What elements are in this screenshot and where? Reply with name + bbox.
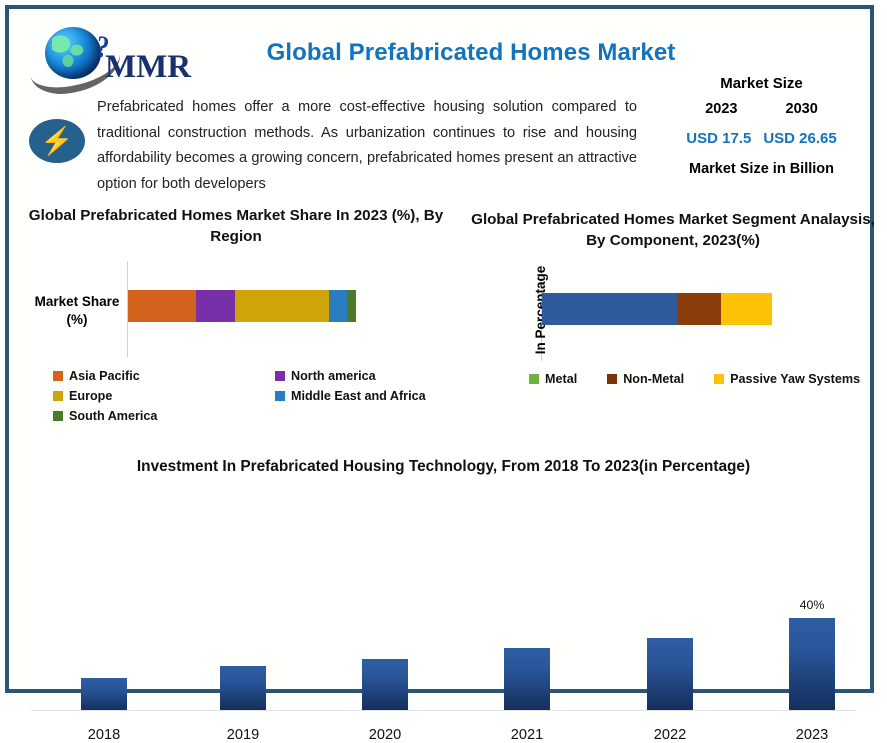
investment-bar-2018	[81, 678, 127, 710]
infographic-frame: ? MMR Global Prefabricated Homes Market …	[5, 5, 875, 743]
legend-swatch-europe	[53, 391, 63, 401]
investment-trend-plot: 2018 2019 2020 2021 2022 40% 2023	[9, 515, 878, 743]
legend-item-passive-yaw-systems: Passive Yaw Systems	[714, 372, 860, 386]
investment-bar-2022	[647, 638, 693, 710]
region-axis-line	[127, 261, 128, 357]
legend-label-non-metal: Non-Metal	[623, 372, 685, 386]
legend-label-passive-yaw-systems: Passive Yaw Systems	[730, 372, 861, 386]
legend-item-metal: Metal	[529, 372, 577, 386]
legend-label-asia-pacific: Asia Pacific	[69, 369, 140, 383]
market-size-value-2: USD 26.65	[763, 130, 837, 147]
region-share-plot: Market Share (%)	[21, 261, 451, 357]
market-size-year-2: 2030	[785, 101, 818, 117]
bar-segment-europe	[235, 290, 329, 322]
market-size-years: 2023 2030	[654, 101, 869, 117]
region-stacked-bar	[128, 290, 356, 322]
component-segment-title: Global Prefabricated Homes Market Segmen…	[471, 211, 875, 249]
component-segment-chart: Global Prefabricated Homes Market Segmen…	[461, 209, 885, 361]
bolt-ellipse	[29, 119, 85, 163]
legend-label-north-america: North america	[291, 369, 376, 383]
lightning-bolt-icon: ⚡	[29, 119, 85, 163]
legend-swatch-asia-pacific	[53, 371, 63, 381]
bar-segment-metal	[542, 293, 678, 325]
region-share-chart: Global Prefabricated Homes Market Share …	[21, 205, 451, 357]
market-size-title: Market Size	[720, 75, 803, 92]
x-axis-label-2018: 2018	[87, 727, 121, 743]
legend-swatch-north-america	[275, 371, 285, 381]
x-axis-label-2021: 2021	[510, 727, 544, 743]
bar-segment-north-america	[196, 290, 236, 322]
investment-bar-2021	[504, 648, 550, 710]
legend-swatch-metal	[529, 374, 539, 384]
region-share-title: Global Prefabricated Homes Market Share …	[28, 207, 444, 245]
mmr-logo: ? MMR	[27, 23, 202, 99]
legend-swatch-passive-yaw-systems	[714, 374, 725, 384]
logo-text: MMR	[105, 49, 192, 85]
investment-bar-2023	[789, 618, 835, 710]
investment-bar-2019	[220, 666, 266, 710]
legend-label-middle-east-africa: Middle East and Africa	[291, 389, 426, 403]
component-stacked-bar	[542, 293, 772, 325]
legend-label-europe: Europe	[69, 389, 113, 403]
bar-segment-south-america	[346, 290, 356, 322]
legend-label-south-america: South America	[69, 409, 158, 423]
investment-trend-chart: Investment In Prefabricated Housing Tech…	[9, 455, 878, 743]
legend-item-north-america: North america	[275, 369, 376, 383]
legend-item-europe: Europe	[53, 389, 275, 403]
bolt-glyph: ⚡	[40, 125, 74, 156]
legend-item-south-america: South America	[53, 409, 275, 423]
region-legend: Asia Pacific North america Europe Middle…	[53, 369, 453, 429]
investment-bar-value-2023: 40%	[799, 598, 825, 612]
x-axis-label-2020: 2020	[368, 727, 402, 743]
market-size-year-1: 2023	[705, 101, 738, 117]
bar-segment-asia-pacific	[128, 290, 197, 322]
investment-baseline	[31, 710, 856, 711]
market-size-values: USD 17.5 USD 26.65	[654, 130, 869, 147]
intro-paragraph: Prefabricated homes offer a more cost-ef…	[97, 99, 637, 192]
market-size-block: Market Size 2023 2030 USD 17.5 USD 26.65…	[654, 75, 869, 177]
legend-swatch-south-america	[53, 411, 63, 421]
component-legend: Metal Non-Metal Passive Yaw Systems	[529, 372, 860, 386]
investment-bar-2020	[362, 659, 408, 710]
x-axis-label-2023: 2023	[795, 727, 829, 743]
legend-swatch-middle-east-africa	[275, 391, 285, 401]
legend-item-non-metal: Non-Metal	[607, 372, 684, 386]
globe-icon	[45, 27, 101, 79]
legend-label-metal: Metal	[545, 372, 578, 386]
market-size-value-1: USD 17.5	[686, 130, 752, 147]
bar-segment-non-metal	[677, 293, 722, 325]
legend-item-asia-pacific: Asia Pacific	[53, 369, 275, 383]
component-segment-plot: In Percentage	[461, 265, 885, 361]
x-axis-label-2019: 2019	[226, 727, 260, 743]
investment-trend-title: Investment In Prefabricated Housing Tech…	[136, 458, 751, 475]
component-axis-line	[541, 265, 542, 361]
legend-swatch-non-metal	[607, 374, 618, 384]
bar-segment-passive-yaw-systems	[721, 293, 772, 325]
legend-item-middle-east-africa: Middle East and Africa	[275, 389, 426, 403]
market-size-footer: Market Size in Billion	[688, 161, 835, 177]
bar-segment-middle-east-and-africa	[328, 290, 347, 322]
region-axis-label: Market Share (%)	[34, 294, 120, 327]
x-axis-label-2022: 2022	[653, 727, 687, 743]
page-title: Global Prefabricated Homes Market	[266, 39, 676, 66]
